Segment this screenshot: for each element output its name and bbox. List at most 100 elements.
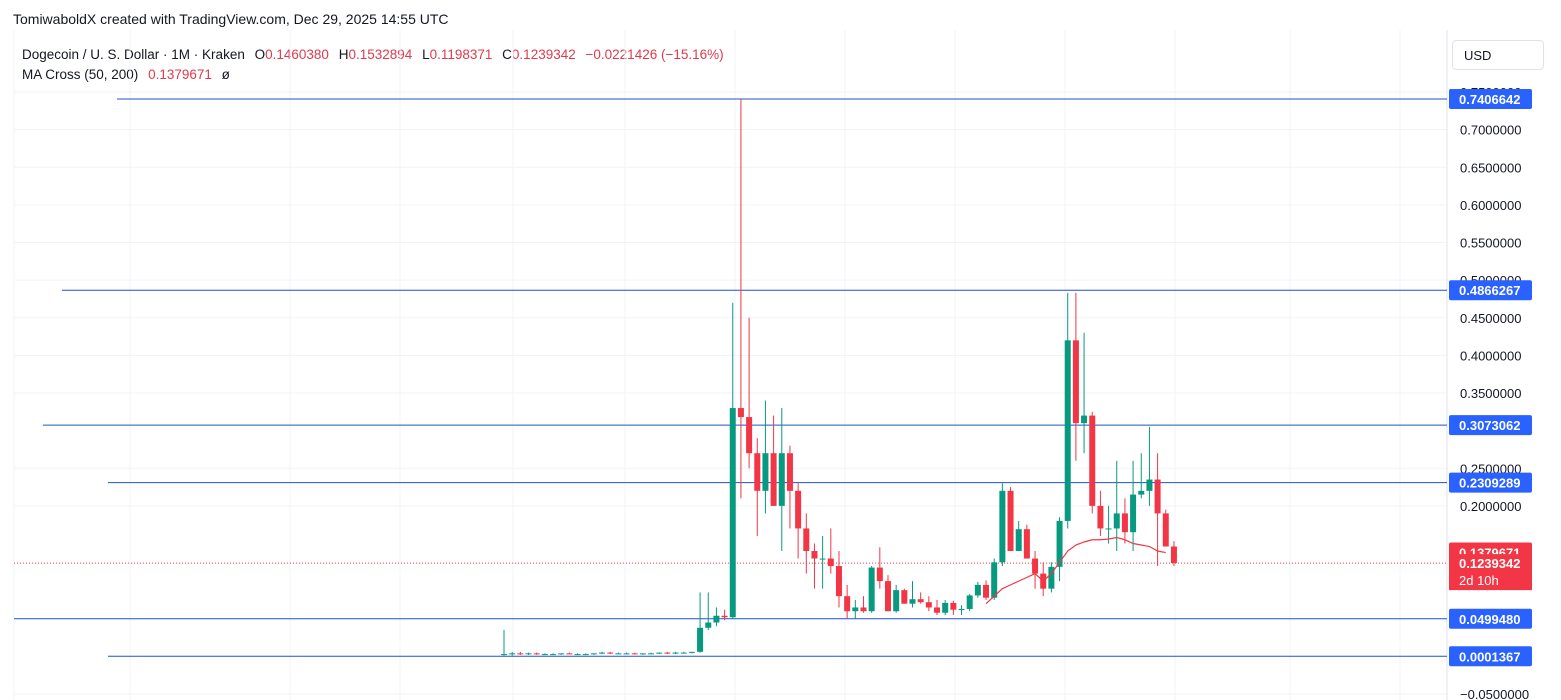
- candle-body: [1121, 513, 1128, 533]
- currency-button[interactable]: USD: [1452, 40, 1544, 70]
- candle-body: [746, 417, 753, 454]
- candle-body: [623, 653, 630, 655]
- candle-body: [893, 590, 900, 612]
- candle-body: [950, 602, 957, 610]
- candle-body: [1023, 529, 1030, 559]
- candle-body: [509, 653, 516, 655]
- candle-body: [852, 607, 859, 612]
- open-label: O: [254, 47, 266, 62]
- candle-body: [860, 607, 867, 612]
- candle-body: [631, 653, 638, 655]
- candle-body: [615, 653, 622, 655]
- candle-body: [1089, 415, 1096, 506]
- candle-body: [550, 654, 557, 656]
- chart-credit: TomiwaboldX created with TradingView.com…: [13, 11, 449, 27]
- candle-body: [1105, 528, 1112, 530]
- ohlc-row: Dogecoin / U. S. Dollar · 1M · Kraken O0…: [22, 45, 724, 65]
- ma-line: [985, 536, 1166, 605]
- level-price-tag: [1449, 415, 1532, 436]
- candle-body: [705, 622, 712, 628]
- close-label: C: [502, 47, 512, 62]
- candle-body: [541, 654, 548, 656]
- candle-body: [1170, 546, 1177, 564]
- candle-body: [729, 408, 736, 618]
- candle-body: [966, 595, 973, 609]
- candle-body: [835, 566, 842, 597]
- ma-cross-line: [985, 536, 1166, 605]
- candle-body: [1130, 494, 1137, 533]
- candle-body: [1007, 490, 1014, 552]
- candle-body: [876, 567, 883, 582]
- candle-body: [1138, 490, 1145, 495]
- candle-body: [901, 590, 908, 604]
- candle-body: [754, 453, 761, 491]
- level-price-text: 0.7406642: [1459, 92, 1520, 107]
- level-price-text: 0.3073062: [1459, 418, 1520, 433]
- candle-body: [558, 653, 565, 655]
- price-tick-label: 0.4500000: [1460, 311, 1521, 326]
- candle-body: [656, 652, 663, 654]
- candle-body: [917, 599, 924, 603]
- candlestick-series: [501, 99, 1177, 656]
- candle-body: [533, 653, 540, 655]
- candle-body: [1113, 513, 1120, 529]
- change-value: −0.0221426 (−15.16%): [585, 47, 724, 62]
- candle-body: [991, 562, 998, 598]
- symbol-title[interactable]: Dogecoin / U. S. Dollar · 1M · Kraken: [22, 47, 245, 62]
- candle-body: [721, 615, 728, 618]
- candle-body: [680, 652, 687, 654]
- open-value: 0.1460380: [265, 47, 329, 62]
- candle-body: [934, 607, 941, 613]
- candle-body: [1032, 558, 1039, 574]
- level-price-text: 0.0499480: [1459, 612, 1520, 627]
- level-price-tag: [1449, 280, 1532, 301]
- price-tick-label: 0.5500000: [1460, 236, 1521, 251]
- candle-body: [795, 490, 802, 529]
- candle-body: [778, 453, 785, 506]
- price-tick-label: −0.0500000: [1460, 687, 1529, 700]
- candle-body: [574, 654, 581, 656]
- candle-body: [811, 551, 818, 559]
- horizontal-levels: [14, 98, 1447, 657]
- candle-body: [1064, 340, 1071, 521]
- level-price-tag: [1449, 646, 1532, 667]
- candle-body: [599, 652, 606, 654]
- high-label: H: [338, 47, 349, 62]
- candle-body: [713, 615, 720, 623]
- ma-cross-label[interactable]: MA Cross (50, 200): [22, 67, 139, 82]
- low-label: L: [422, 47, 430, 62]
- low-value: 0.1198371: [429, 47, 493, 62]
- level-price-tag: [1449, 89, 1532, 110]
- candle-body: [786, 453, 793, 491]
- candle-body: [1015, 529, 1022, 552]
- candle-body: [819, 558, 826, 560]
- chart-grid: [13, 30, 1448, 700]
- ma-cross-value: 0.1379671: [148, 67, 212, 82]
- level-price-tag: [1449, 608, 1532, 629]
- price-tick-label: 0.6000000: [1460, 198, 1521, 213]
- price-tick-label: 0.2000000: [1460, 499, 1521, 514]
- current-price-tag: [1449, 554, 1532, 591]
- candle-body: [648, 653, 655, 655]
- candle-body: [868, 567, 875, 612]
- candle-body: [737, 408, 744, 418]
- indicator-row: MA Cross (50, 200) 0.1379671 ø: [22, 65, 724, 85]
- current-price-text: 0.1239342: [1459, 556, 1520, 571]
- candle-body: [803, 528, 810, 552]
- price-tick-label: 0.4000000: [1460, 348, 1521, 363]
- candle-body: [1162, 513, 1169, 547]
- price-tick-label: 0.7000000: [1460, 123, 1521, 138]
- level-price-text: 0.2309289: [1459, 476, 1520, 491]
- candle-body: [942, 602, 949, 613]
- candle-body: [827, 558, 834, 567]
- price-tick-label: 0.2500000: [1460, 461, 1521, 476]
- candle-body: [517, 653, 524, 655]
- candle-body: [501, 654, 507, 656]
- candle-body: [983, 584, 990, 598]
- price-tick-label: 0.3500000: [1460, 386, 1521, 401]
- chart-legend: Dogecoin / U. S. Dollar · 1M · Kraken O0…: [22, 45, 724, 85]
- price-tick-label: 0.6500000: [1460, 160, 1521, 175]
- candle-body: [664, 652, 671, 654]
- candle-body: [525, 653, 532, 655]
